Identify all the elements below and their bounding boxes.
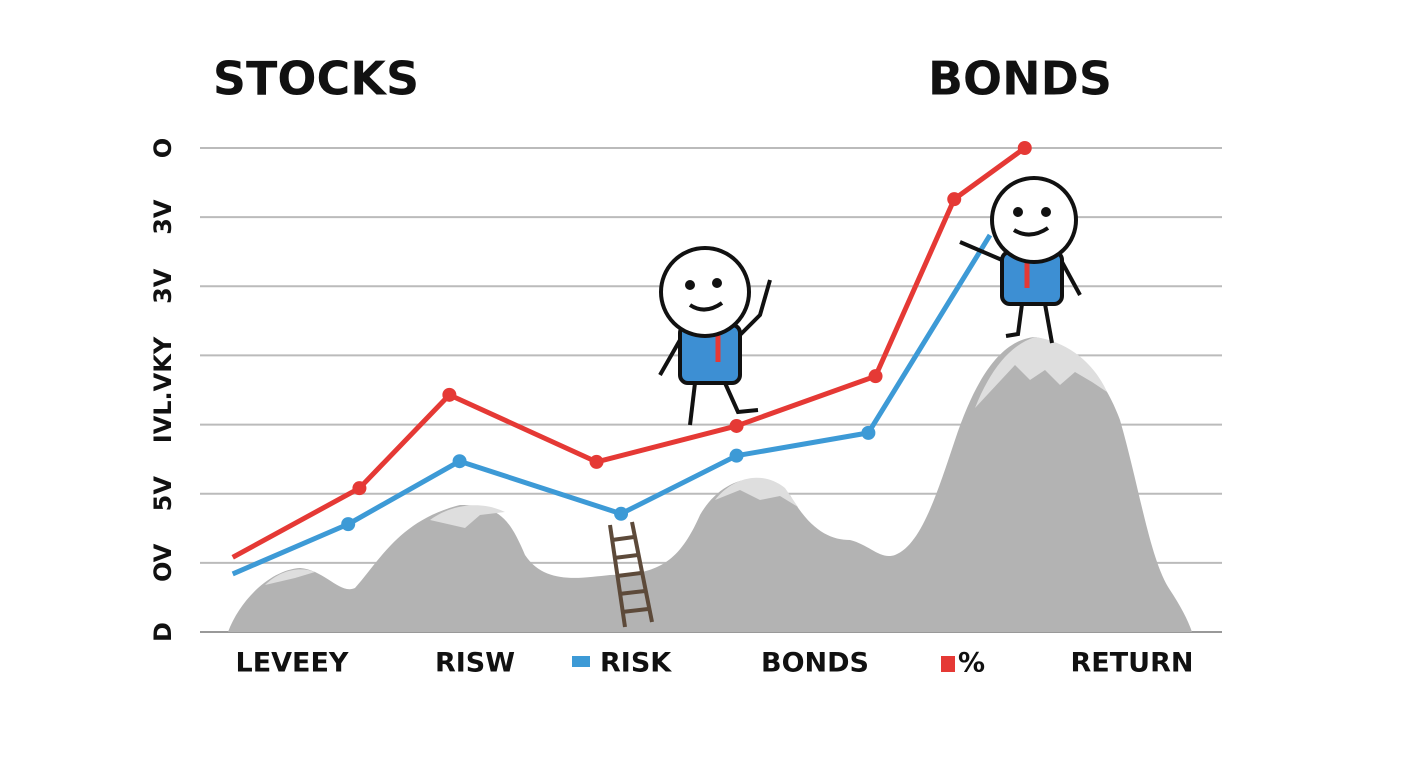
point (729, 448, 744, 463)
point (452, 454, 467, 469)
point (1017, 141, 1032, 155)
point (589, 454, 604, 469)
bottom-label: RISW (435, 648, 515, 679)
series-line (231, 145, 1027, 560)
y-tick-label: 3V (149, 199, 177, 235)
title-stocks: STOCKS (213, 52, 419, 106)
y-tick-label: IVL.VKY (149, 336, 177, 443)
point (614, 506, 629, 521)
legend: % RISK (572, 648, 985, 679)
point (352, 481, 367, 496)
point (442, 387, 457, 402)
bottom-label: RETURN (1071, 648, 1194, 679)
bottom-label: BONDS (761, 648, 869, 679)
point (868, 369, 883, 384)
title-bonds: BONDS (928, 52, 1112, 106)
point (861, 425, 876, 440)
legend-label: % (958, 648, 985, 679)
y-tick-label: OV (149, 543, 177, 582)
snow (265, 337, 1107, 585)
point (341, 517, 356, 532)
bottom-label: LEVEEY (236, 648, 349, 679)
y-tick-label: 3V (149, 268, 177, 304)
mountains (228, 337, 1192, 632)
y-tick-label: 5V (149, 476, 177, 512)
point (947, 192, 962, 207)
legend-swatch (941, 656, 955, 672)
legend-label: RISK (600, 648, 672, 679)
figure-right (959, 176, 1082, 344)
y-tick-label: D (149, 622, 177, 642)
legend-swatch (572, 656, 590, 667)
series-lines (231, 141, 1032, 577)
y-tick-label: O (149, 138, 177, 158)
figure-left (658, 246, 772, 426)
ladder (608, 521, 654, 628)
point (729, 418, 744, 433)
